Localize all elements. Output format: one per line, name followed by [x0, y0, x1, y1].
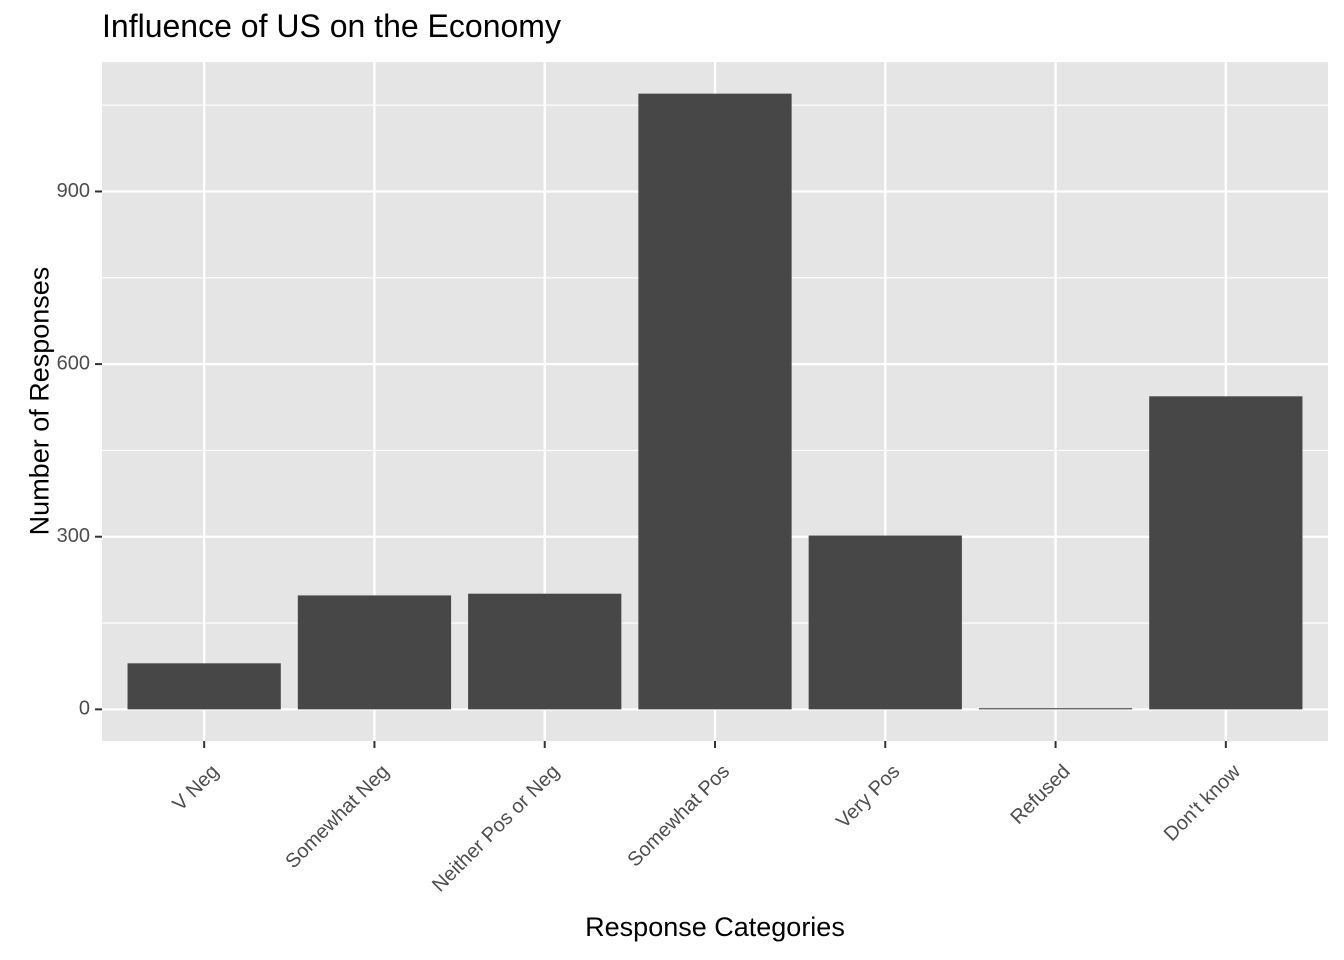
bars	[127, 93, 1303, 710]
bar	[978, 708, 1133, 710]
x-tick-label: Don't know	[1160, 760, 1245, 845]
x-tick-label: V Neg	[168, 761, 223, 816]
bar	[297, 595, 452, 710]
bar	[1149, 396, 1303, 710]
bar	[127, 663, 281, 710]
x-tick-label: Neither Pos or Neg	[428, 761, 564, 897]
x-axis-title: Response Categories	[585, 912, 845, 942]
x-tick-label: Very Pos	[832, 761, 904, 833]
y-tick-label: 300	[57, 525, 90, 547]
y-tick-label: 900	[57, 180, 90, 202]
x-axis: V Neg Somewhat Neg Neither Pos or Neg Somew…	[168, 741, 1245, 896]
chart-title: Influence of US on the Economy	[102, 8, 561, 44]
bar	[638, 93, 792, 710]
x-tick-label: Somewhat Pos	[623, 761, 734, 872]
bar	[808, 535, 962, 710]
x-tick-label: Refused	[1006, 761, 1074, 829]
y-axis: 0 300 600 900	[57, 180, 102, 720]
y-tick-label: 600	[57, 352, 90, 374]
y-axis-title: Number of Responses	[24, 266, 55, 536]
y-tick-label: 0	[79, 698, 90, 720]
x-tick-label: Somewhat Neg	[281, 761, 393, 873]
bar	[468, 593, 622, 710]
